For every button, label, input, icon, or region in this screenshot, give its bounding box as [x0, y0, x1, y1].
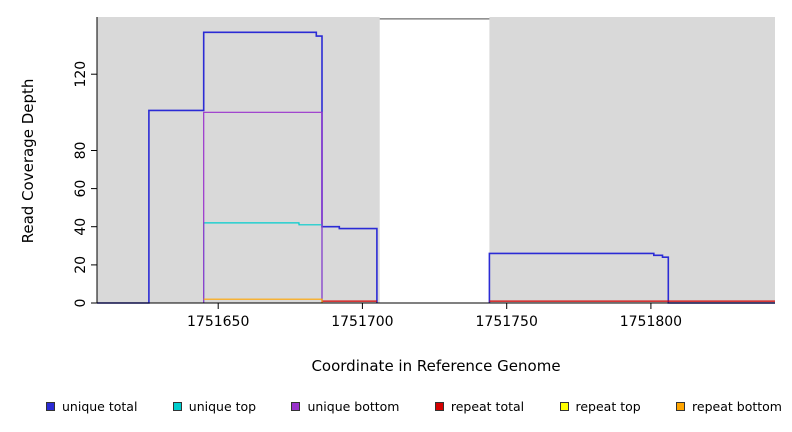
y-tick-label: 80 — [73, 142, 89, 160]
legend-swatch — [46, 402, 55, 411]
shaded-region-band — [489, 17, 775, 303]
legend-swatch — [291, 402, 301, 411]
legend-item-unique-total: unique total — [46, 399, 137, 414]
y-axis-title: Read Coverage Depth — [19, 78, 37, 244]
legend-swatch — [559, 402, 569, 411]
y-tick-label: 0 — [73, 299, 89, 308]
legend-swatch — [172, 402, 182, 411]
series-repeat-bottom — [203, 298, 323, 303]
x-axis-title: Coordinate in Reference Genome — [311, 357, 561, 375]
legend-label: unique total — [62, 399, 138, 414]
legend-item-repeat-total: repeat total — [434, 399, 525, 414]
series-unique-total — [488, 252, 775, 304]
plot-canvas: 1751650 1751700 1751750 1751800 0 20 40 60 80 120 — [73, 17, 775, 330]
x-tick-label: 1751700 — [331, 314, 393, 330]
y-tick-label: 20 — [73, 256, 89, 274]
legend-swatch — [676, 402, 686, 411]
legend: unique total unique top unique bottom repea… — [46, 399, 782, 414]
legend-item-repeat-top: repeat top — [559, 399, 641, 414]
legend-swatch — [434, 402, 444, 411]
legend-item-unique-bottom: unique bottom — [291, 399, 400, 414]
y-tick-label: 60 — [73, 180, 89, 198]
shaded-region-band — [97, 17, 380, 303]
legend-label: repeat top — [575, 399, 641, 414]
legend-item-repeat-bottom: repeat bottom — [676, 399, 782, 414]
x-tick-label: 1751800 — [620, 314, 682, 330]
series-unique-bottom — [203, 111, 323, 303]
y-tick-label: 40 — [73, 218, 89, 236]
x-tick-label: 1751750 — [476, 314, 538, 330]
x-tick-label: 1751650 — [187, 314, 249, 330]
y-tick-label: 120 — [73, 61, 89, 88]
legend-label: unique bottom — [307, 399, 400, 414]
legend-label: repeat bottom — [692, 399, 782, 414]
legend-item-unique-top: unique top — [172, 399, 257, 414]
legend-label: repeat total — [450, 399, 525, 414]
legend-label: unique top — [188, 399, 257, 414]
series-unique-total — [97, 31, 378, 304]
